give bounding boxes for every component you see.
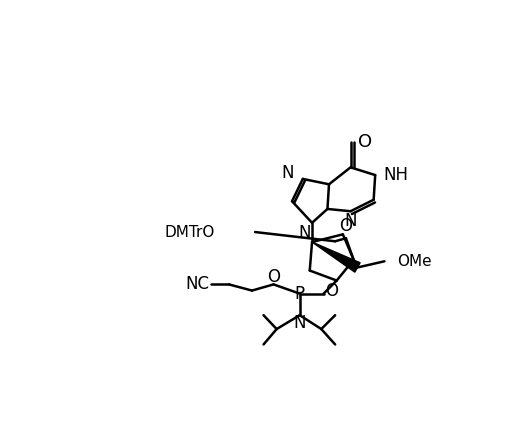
Text: O: O: [339, 217, 353, 235]
Text: NC: NC: [186, 275, 210, 293]
Text: O: O: [267, 268, 280, 286]
Polygon shape: [312, 242, 360, 272]
Text: O: O: [326, 282, 338, 299]
Text: N: N: [281, 164, 294, 182]
Text: P: P: [295, 285, 305, 303]
Text: DMTrO: DMTrO: [164, 225, 215, 239]
Text: N: N: [344, 212, 357, 230]
Text: OMe: OMe: [397, 254, 432, 269]
Text: N: N: [298, 224, 310, 242]
Text: NH: NH: [383, 166, 408, 184]
Text: N: N: [294, 314, 306, 332]
Text: O: O: [358, 133, 373, 151]
